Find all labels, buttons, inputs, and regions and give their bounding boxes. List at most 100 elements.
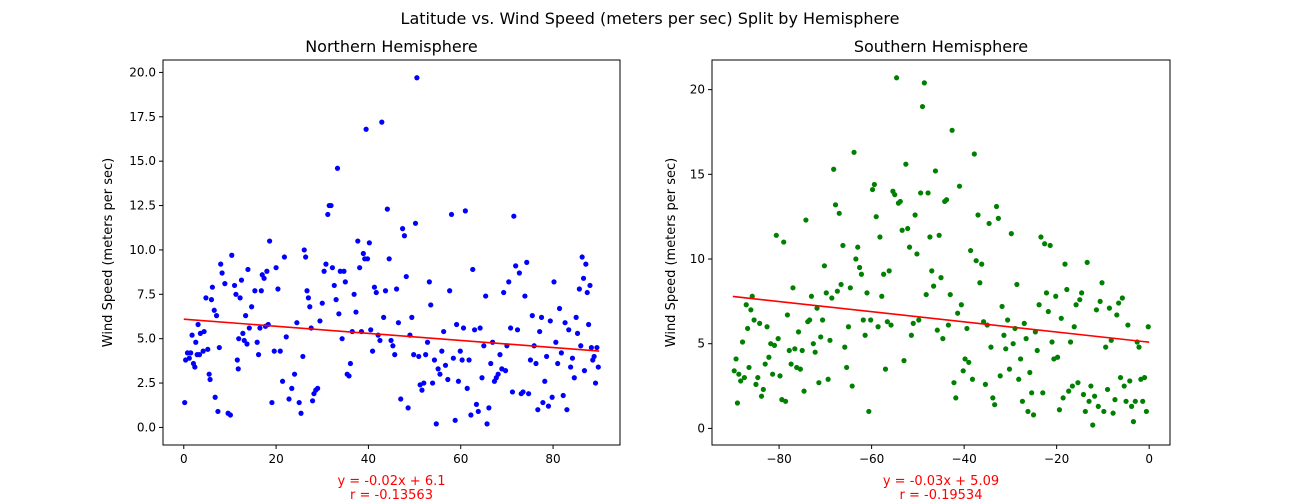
northern-data-point (305, 295, 312, 301)
southern-data-point (875, 324, 881, 330)
southern-data-point (999, 303, 1005, 310)
southern-data-point (845, 324, 852, 330)
northern-data-point (364, 256, 371, 262)
northern-data-point (222, 281, 228, 287)
northern-data-point (369, 348, 376, 354)
northern-data-point (269, 399, 275, 406)
southern-correlation: r = -0.19534 (900, 488, 983, 500)
southern-data-point (741, 374, 747, 381)
southern-data-point (923, 291, 929, 298)
northern-data-point (484, 421, 490, 427)
southern-data-point (1101, 408, 1107, 415)
northern-data-point (486, 405, 492, 411)
southern-data-point (931, 283, 937, 289)
northern-data-point (254, 339, 260, 345)
northern-data-point (211, 307, 217, 313)
southern-data-point (748, 307, 754, 313)
northern-data-point (405, 405, 411, 411)
southern-data-point (881, 271, 887, 277)
southern-data-point (790, 285, 796, 291)
northern-data-point (363, 126, 369, 132)
northern-data-point (334, 165, 341, 171)
northern-data-point (283, 334, 289, 340)
northern-data-point (459, 357, 465, 363)
northern-regression-equation: y = -0.02x + 6.1 (337, 474, 445, 489)
northern-data-point (558, 350, 564, 356)
northern-data-point (346, 373, 352, 379)
southern-data-point (912, 212, 918, 218)
southern-data-point (766, 354, 772, 360)
southern-data-point (901, 358, 907, 364)
southern-data-point (888, 322, 894, 328)
southern-data-point (871, 181, 877, 188)
southern-data-point (1047, 242, 1053, 249)
northern-data-point (433, 421, 439, 427)
northern-data-point (237, 295, 243, 301)
southern-data-point (1099, 280, 1105, 286)
northern-data-point (392, 352, 398, 358)
southern-data-point (980, 319, 987, 325)
northern-data-point (281, 254, 288, 260)
northern-data-point (437, 371, 443, 377)
southern-data-point (814, 305, 820, 311)
southern-data-point (1082, 408, 1088, 415)
southern-data-point (1114, 312, 1120, 318)
southern-data-point (1073, 302, 1079, 308)
northern-data-point (207, 376, 213, 383)
northern-x-tick-label: 0 (180, 452, 188, 466)
northern-data-point (289, 385, 295, 391)
southern-data-point (1006, 366, 1013, 372)
southern-points (731, 75, 1151, 428)
southern-data-point (751, 317, 757, 323)
northern-data-point (273, 265, 279, 271)
southern-data-point (753, 381, 759, 387)
southern-data-point (781, 239, 787, 245)
northern-data-point (537, 328, 543, 335)
northern-data-point (416, 353, 422, 360)
northern-data-point (296, 399, 302, 406)
northern-data-point (399, 226, 406, 232)
southern-data-point (784, 312, 791, 318)
southern-data-point (1066, 388, 1072, 394)
southern-data-point (770, 371, 776, 377)
southern-data-point (757, 320, 763, 326)
southern-y-tick-label: 0 (697, 421, 705, 435)
southern-data-point (1058, 315, 1064, 321)
southern-data-point (1103, 344, 1109, 350)
southern-data-point (786, 347, 792, 354)
southern-data-point (938, 275, 944, 281)
northern-data-point (328, 202, 334, 209)
northern-data-point (462, 208, 468, 214)
northern-correlation: r = -0.13563 (350, 488, 433, 500)
southern-data-point (860, 317, 866, 323)
southern-data-point (1086, 398, 1092, 404)
northern-data-point (195, 321, 201, 328)
northern-data-point (414, 75, 420, 81)
southern-data-point (1108, 337, 1114, 343)
northern-data-point (321, 268, 327, 274)
southern-data-point (1062, 261, 1068, 267)
southern-data-point (993, 203, 1000, 210)
southern-data-point (1088, 383, 1094, 389)
northern-data-point (261, 275, 267, 281)
southern-data-point (921, 80, 927, 86)
northern-data-point (501, 289, 507, 296)
northern-data-point (439, 348, 445, 354)
northern-data-point (429, 380, 436, 386)
southern-data-point (733, 356, 739, 362)
southern-data-point (906, 244, 913, 250)
northern-data-point (571, 375, 577, 381)
northern-data-point (457, 348, 463, 354)
northern-data-point (377, 337, 383, 344)
southern-x-tick-label: −40 (951, 452, 976, 466)
northern-data-point (341, 268, 347, 274)
northern-data-point (246, 325, 252, 331)
southern-data-point (936, 232, 942, 238)
northern-data-point (452, 417, 458, 423)
southern-data-point (844, 364, 850, 371)
northern-data-point (212, 394, 218, 400)
northern-data-point (431, 357, 438, 363)
northern-data-point (301, 247, 307, 253)
northern-data-point (209, 284, 215, 290)
